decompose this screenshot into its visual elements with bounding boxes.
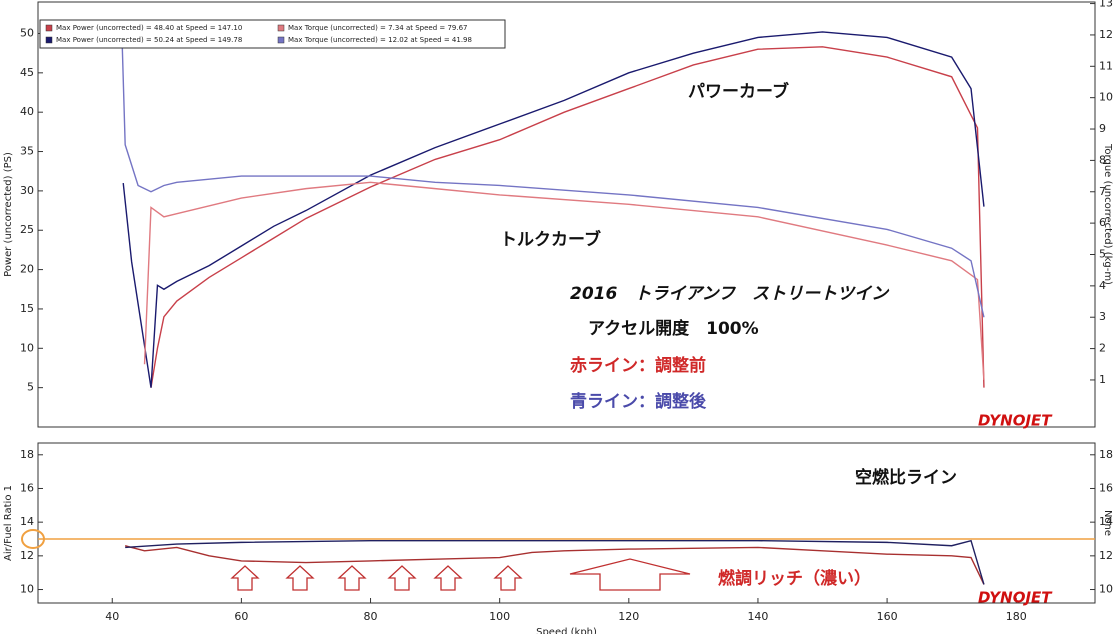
y2-tick-label: 13	[1099, 0, 1113, 10]
x-tick-label: 100	[489, 610, 510, 623]
y2-tick-label: 6	[1099, 216, 1106, 229]
annotation: アクセル開度 100%	[588, 318, 759, 339]
series-line	[124, 545, 985, 585]
x-tick-label: 40	[105, 610, 119, 623]
logo: DYNOJET	[978, 412, 1053, 430]
y2-tick-label: 11	[1099, 59, 1113, 72]
y-tick-label: 18	[20, 448, 34, 461]
y-tick-label: 30	[20, 184, 34, 197]
y2-tick-label: 3	[1099, 310, 1106, 323]
series-line	[143, 181, 985, 380]
rich-arrows	[230, 558, 691, 591]
y-tick-label: 50	[20, 26, 34, 39]
x-tick-label: 160	[877, 610, 898, 623]
y2-tick-label: 12	[1099, 549, 1113, 562]
annotation: トルクカーブ	[500, 229, 601, 250]
x-tick-label: 180	[1006, 610, 1027, 623]
y2-tick-label: 18	[1099, 448, 1113, 461]
legend-swatch	[45, 24, 53, 32]
annotation: 青ライン：調整後	[570, 391, 707, 412]
y-tick-label: 12	[20, 549, 34, 562]
y-tick-label: 10	[20, 341, 34, 354]
legend-label: Max Power (uncorrected) = 48.40 at Speed…	[56, 24, 242, 32]
legend-box	[39, 19, 506, 49]
y2-axis-label: None	[1102, 510, 1113, 536]
y2-tick-label: 10	[1099, 583, 1113, 596]
y-tick-label: 20	[20, 263, 34, 276]
y-tick-label: 15	[20, 302, 34, 315]
annotation: 燃調リッチ（濃い）	[718, 568, 871, 589]
series-line	[125, 539, 985, 585]
x-tick-label: 140	[747, 610, 768, 623]
annotation: 空燃比ライン	[855, 467, 957, 488]
legend-label: Max Torque (uncorrected) = 7.34 at Speed…	[288, 24, 468, 32]
y2-tick-label: 12	[1099, 28, 1113, 41]
y-tick-label: 14	[20, 515, 34, 528]
arrow	[433, 565, 463, 591]
arrow	[493, 565, 523, 591]
legend-label: Max Power (uncorrected) = 50.24 at Speed…	[56, 36, 242, 44]
annotation: 赤ライン：調整前	[570, 355, 706, 376]
series-line	[150, 46, 985, 388]
series-line	[122, 31, 985, 388]
y-tick-label: 35	[20, 145, 34, 158]
y2-tick-label: 1	[1099, 373, 1106, 386]
y2-tick-label: 2	[1099, 342, 1106, 355]
series-line	[121, 34, 985, 318]
arrow	[337, 565, 367, 591]
arrow	[569, 558, 691, 591]
reference-circle	[21, 529, 45, 549]
y2-tick-label: 14	[1099, 515, 1113, 528]
y2-tick-label: 16	[1099, 481, 1113, 494]
annotation: 2016 トライアンフ ストリートツイン	[570, 284, 890, 304]
arrow	[230, 565, 260, 591]
y2-axis-label: Torque (uncorrected) (kg-m)	[1102, 143, 1113, 285]
y2-tick-label: 10	[1099, 91, 1113, 104]
x-axis-label: Speed (kph)	[536, 627, 597, 634]
y-tick-label: 5	[27, 381, 34, 394]
arrow	[285, 565, 315, 591]
y-tick-label: 40	[20, 105, 34, 118]
y2-tick-label: 7	[1099, 185, 1106, 198]
y-tick-label: 16	[20, 481, 34, 494]
arrow	[387, 565, 417, 591]
logo: DYNOJET	[978, 589, 1053, 607]
legend-swatch	[277, 36, 285, 44]
annotation: パワーカーブ	[688, 81, 789, 102]
y2-tick-label: 5	[1099, 247, 1106, 260]
x-tick-label: 60	[234, 610, 248, 623]
y-axis-label: Power (uncorrected) (PS)	[3, 152, 14, 277]
y-tick-label: 10	[20, 583, 34, 596]
y2-tick-label: 9	[1099, 122, 1106, 135]
x-tick-label: 80	[364, 610, 378, 623]
y-axis-label: Air/Fuel Ratio 1	[3, 485, 14, 561]
legend-label: Max Torque (uncorrected) = 12.02 at Spee…	[288, 36, 472, 44]
plot-frame	[37, 442, 1096, 604]
y2-tick-label: 8	[1099, 153, 1106, 166]
y-tick-label: 45	[20, 66, 34, 79]
y2-tick-label: 4	[1099, 279, 1106, 292]
legend-swatch	[45, 36, 53, 44]
y-tick-label: 25	[20, 223, 34, 236]
x-tick-label: 120	[618, 610, 639, 623]
legend-swatch	[277, 24, 285, 32]
plot-frame	[37, 1, 1096, 428]
